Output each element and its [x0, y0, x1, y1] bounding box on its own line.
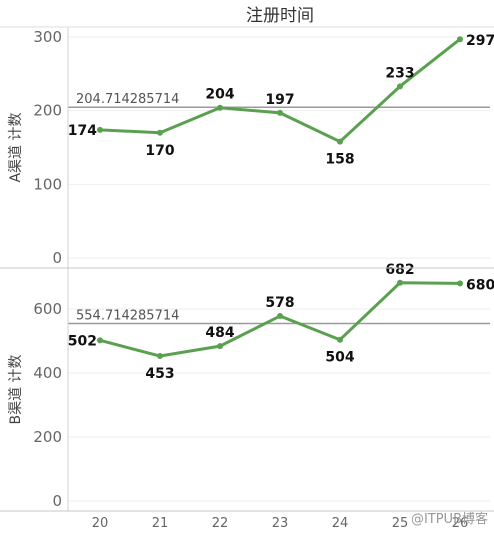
data-point[interactable]	[277, 313, 283, 320]
y-tick-label: 400	[33, 364, 62, 382]
y-tick-label: 0	[52, 492, 62, 510]
data-point[interactable]	[397, 279, 403, 286]
x-tick-label: 24	[332, 516, 349, 531]
data-label: 174	[68, 123, 97, 139]
data-label: 204	[205, 87, 234, 103]
y-tick-label: 300	[33, 28, 62, 46]
data-label: 158	[325, 152, 354, 168]
y-tick-label: 100	[33, 175, 62, 193]
data-point[interactable]	[337, 336, 343, 343]
data-label: 578	[265, 295, 294, 311]
data-point[interactable]	[457, 280, 463, 287]
x-tick-label: 25	[392, 516, 409, 531]
y-axis-label-a: A渠道 计数	[8, 112, 24, 182]
data-point[interactable]	[97, 126, 103, 133]
reference-line-label: 204.714285714	[76, 92, 179, 107]
data-label: 484	[205, 325, 234, 341]
data-label: 170	[145, 143, 174, 159]
reference-line-label: 554.714285714	[76, 308, 179, 323]
data-point[interactable]	[457, 36, 463, 43]
x-tick-label: 21	[152, 516, 169, 531]
x-tick-label: 26	[452, 516, 469, 531]
data-label: 680	[466, 277, 494, 293]
data-point[interactable]	[157, 353, 163, 360]
series-line	[99, 38, 461, 144]
data-point[interactable]	[217, 343, 223, 350]
x-tick-label: 22	[212, 516, 229, 531]
panel-a: A渠道 计数 0 100 200 300 204.714285714 174 170 204 1…	[8, 28, 494, 267]
data-label: 502	[68, 333, 97, 349]
y-tick-label: 200	[33, 428, 62, 446]
data-label: 197	[265, 92, 294, 108]
watermark-text: @ITPUB博客	[411, 511, 488, 527]
data-label: 682	[385, 262, 414, 278]
data-point[interactable]	[217, 104, 223, 111]
x-tick-label: 23	[272, 516, 289, 531]
data-point[interactable]	[397, 83, 403, 90]
data-point[interactable]	[97, 337, 103, 344]
x-tick-label: 20	[92, 516, 109, 531]
y-axis-label-b: B渠道 计数	[8, 354, 24, 424]
data-label: 504	[325, 350, 354, 366]
chart-title: 注册时间	[246, 6, 314, 26]
data-label: 453	[145, 366, 174, 382]
data-label: 233	[385, 65, 414, 81]
x-axis: 20 21 22 23 24 25 26	[92, 516, 469, 531]
data-point[interactable]	[157, 129, 163, 136]
data-label: 297	[466, 33, 494, 49]
y-tick-label: 200	[33, 102, 62, 120]
data-point[interactable]	[337, 138, 343, 145]
data-point[interactable]	[277, 109, 283, 116]
panel-b: B渠道 计数 0 200 400 600 554.714285714 502 453 484 5…	[8, 262, 494, 510]
y-tick-label: 600	[33, 300, 62, 318]
y-tick-label: 0	[52, 249, 62, 267]
